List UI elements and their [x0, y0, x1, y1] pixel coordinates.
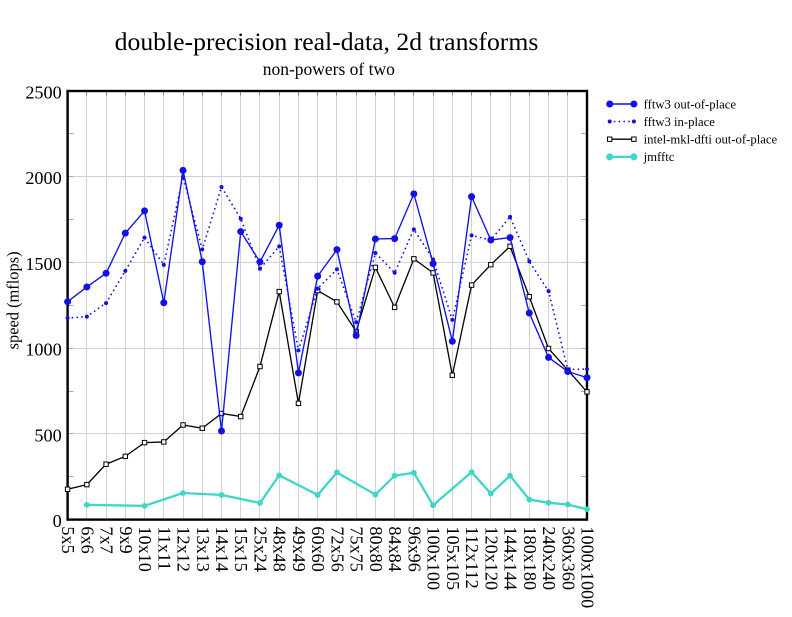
- svg-text:72x56: 72x56: [327, 526, 347, 571]
- svg-text:2500: 2500: [25, 83, 61, 103]
- svg-text:11x11: 11x11: [154, 526, 174, 570]
- svg-text:96x96: 96x96: [404, 526, 424, 571]
- svg-text:180x180: 180x180: [520, 526, 540, 590]
- svg-text:105x105: 105x105: [443, 526, 463, 590]
- svg-text:14x14: 14x14: [212, 526, 232, 571]
- svg-text:80x80: 80x80: [366, 526, 386, 571]
- svg-text:1500: 1500: [25, 254, 61, 274]
- svg-text:jmfftc: jmfftc: [643, 150, 675, 164]
- svg-text:0: 0: [53, 511, 62, 531]
- svg-text:12x12: 12x12: [174, 526, 194, 571]
- svg-text:2000: 2000: [25, 168, 61, 188]
- svg-text:48x48: 48x48: [270, 526, 290, 571]
- svg-text:112x112: 112x112: [462, 526, 482, 588]
- svg-text:7x7: 7x7: [97, 526, 117, 553]
- svg-text:500: 500: [34, 425, 61, 445]
- svg-text:double-precision real-data, 2d: double-precision real-data, 2d transform…: [115, 27, 539, 56]
- svg-text:100x100: 100x100: [424, 526, 444, 590]
- svg-text:10x10: 10x10: [135, 526, 155, 571]
- svg-text:6x6: 6x6: [77, 526, 97, 553]
- svg-text:84x84: 84x84: [385, 526, 405, 571]
- svg-text:fftw3 in-place: fftw3 in-place: [644, 115, 716, 129]
- svg-text:49x49: 49x49: [289, 526, 309, 571]
- svg-text:intel-mkl-dfti out-of-place: intel-mkl-dfti out-of-place: [644, 133, 778, 147]
- svg-text:speed (mflops): speed (mflops): [4, 251, 23, 349]
- svg-text:75x75: 75x75: [347, 526, 367, 571]
- svg-text:13x13: 13x13: [193, 526, 213, 571]
- svg-text:9x9: 9x9: [116, 526, 136, 553]
- svg-text:1000x1000: 1000x1000: [578, 526, 598, 608]
- svg-text:1000: 1000: [25, 340, 61, 360]
- svg-text:15x15: 15x15: [231, 526, 251, 571]
- svg-text:120x120: 120x120: [481, 526, 501, 590]
- svg-text:240x240: 240x240: [539, 526, 559, 590]
- svg-text:360x360: 360x360: [558, 526, 578, 590]
- svg-text:144x144: 144x144: [501, 526, 521, 590]
- svg-text:non-powers of two: non-powers of two: [263, 59, 395, 79]
- svg-text:fftw3 out-of-place: fftw3 out-of-place: [644, 97, 737, 111]
- svg-text:25x24: 25x24: [250, 526, 270, 571]
- svg-text:60x60: 60x60: [308, 526, 328, 571]
- svg-text:5x5: 5x5: [58, 526, 78, 553]
